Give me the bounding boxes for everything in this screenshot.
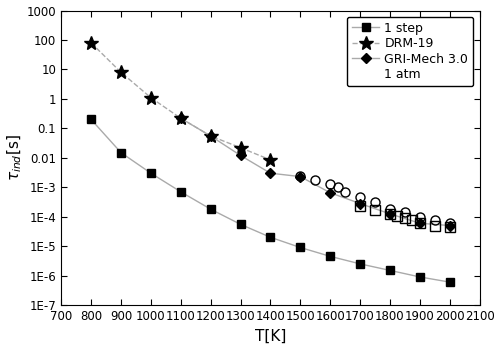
DRM-19: [208, 134, 214, 138]
Legend: 1 step, DRM-19, GRI-Mech 3.0, 1 atm: 1 step, DRM-19, GRI-Mech 3.0, 1 atm: [347, 17, 474, 86]
DRM-19: [148, 96, 154, 100]
Y-axis label: $\tau_{ind}$[s]: $\tau_{ind}$[s]: [6, 134, 24, 181]
1 step: [387, 268, 393, 273]
1 step: [208, 207, 214, 211]
GRI-Mech 3.0: [268, 171, 274, 175]
GRI-Mech 3.0: [446, 223, 452, 228]
GRI-Mech 3.0: [178, 116, 184, 120]
DRM-19: [268, 158, 274, 162]
1 step: [417, 275, 423, 279]
DRM-19: [118, 70, 124, 74]
1 step: [327, 254, 333, 259]
1 step: [446, 280, 452, 284]
GRI-Mech 3.0: [327, 191, 333, 195]
1 step: [88, 117, 94, 121]
DRM-19: [178, 116, 184, 120]
GRI-Mech 3.0: [387, 212, 393, 216]
X-axis label: T[K]: T[K]: [254, 328, 286, 343]
Line: DRM-19: DRM-19: [84, 36, 278, 167]
GRI-Mech 3.0: [238, 153, 244, 157]
GRI-Mech 3.0: [298, 174, 304, 179]
GRI-Mech 3.0: [357, 201, 363, 206]
GRI-Mech 3.0: [417, 221, 423, 225]
1 step: [357, 262, 363, 266]
1 step: [118, 150, 124, 155]
DRM-19: [88, 41, 94, 45]
1 step: [178, 190, 184, 194]
1 step: [268, 235, 274, 239]
Line: GRI-Mech 3.0: GRI-Mech 3.0: [177, 114, 454, 229]
1 step: [298, 245, 304, 250]
GRI-Mech 3.0: [208, 134, 214, 138]
Line: 1 step: 1 step: [88, 116, 454, 286]
DRM-19: [238, 146, 244, 150]
1 step: [238, 222, 244, 227]
1 step: [148, 171, 154, 175]
